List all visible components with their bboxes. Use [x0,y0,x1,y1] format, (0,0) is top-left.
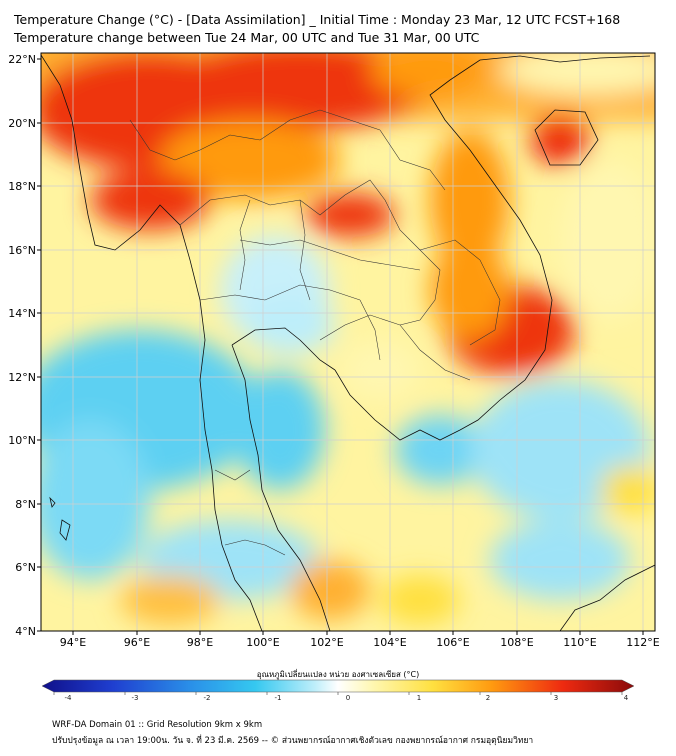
lon-label: 94°E [60,636,86,649]
colorbar-tick: 4 [624,694,629,702]
colorbar-tick: 2 [486,694,490,702]
lon-label: 112°E [626,636,659,649]
longitude-labels: 94°E 96°E 98°E 100°E 102°E 104°E 106°E 1… [60,636,660,649]
lat-label: 10°N [8,434,36,447]
footer-line-2: ปรับปรุงข้อมูล ณ เวลา 19:00น. วัน จ. ที่… [52,736,534,746]
coastlines [41,54,655,631]
colorbar-tick: 3 [554,694,558,702]
lat-label: 6°N [15,561,36,574]
lat-label: 12°N [8,371,36,384]
lon-label: 108°E [500,636,533,649]
lon-label: 104°E [373,636,406,649]
admin-borders [129,109,501,556]
colorbar-tick: -4 [65,694,73,702]
axis-ticks [37,58,644,635]
lat-label: 14°N [8,307,36,320]
gridlines [41,53,655,631]
lat-label: 8°N [15,498,36,511]
lat-label: 20°N [8,117,36,130]
lat-label: 18°N [8,180,36,193]
map-frame [40,52,656,632]
lon-label: 98°E [187,636,213,649]
lon-label: 110°E [563,636,596,649]
lon-label: 96°E [124,636,150,649]
lon-label: 102°E [310,636,343,649]
colorbar-title: อุณหภูมิเปลี่ยนแปลง หน่วย องศาเซลเซียส (… [256,670,420,679]
temperature-field [41,53,655,631]
colorbar-bar [41,679,635,693]
lon-label: 106°E [436,636,469,649]
colorbar-tick: -2 [204,694,211,702]
title-line-1: Temperature Change (°C) - [Data Assimila… [14,12,621,27]
lat-label: 4°N [15,625,36,638]
colorbar-tick: 1 [417,694,421,702]
lat-label: 16°N [8,244,36,257]
colorbar-tick: -3 [132,694,139,702]
colorbar-tick: 0 [346,694,350,702]
colorbar: -4 -3 -2 -1 0 1 2 3 4 [41,679,635,702]
lon-label: 100°E [246,636,279,649]
lat-label: 22°N [8,53,36,66]
colorbar-tick: -1 [275,694,282,702]
footer-line-1: WRF-DA Domain 01 :: Grid Resolution 9km … [52,720,263,730]
latitude-labels: 22°N 20°N 18°N 16°N 14°N 12°N 10°N 8°N 6… [8,53,36,638]
title-line-2: Temperature change between Tue 24 Mar, 0… [14,30,480,45]
